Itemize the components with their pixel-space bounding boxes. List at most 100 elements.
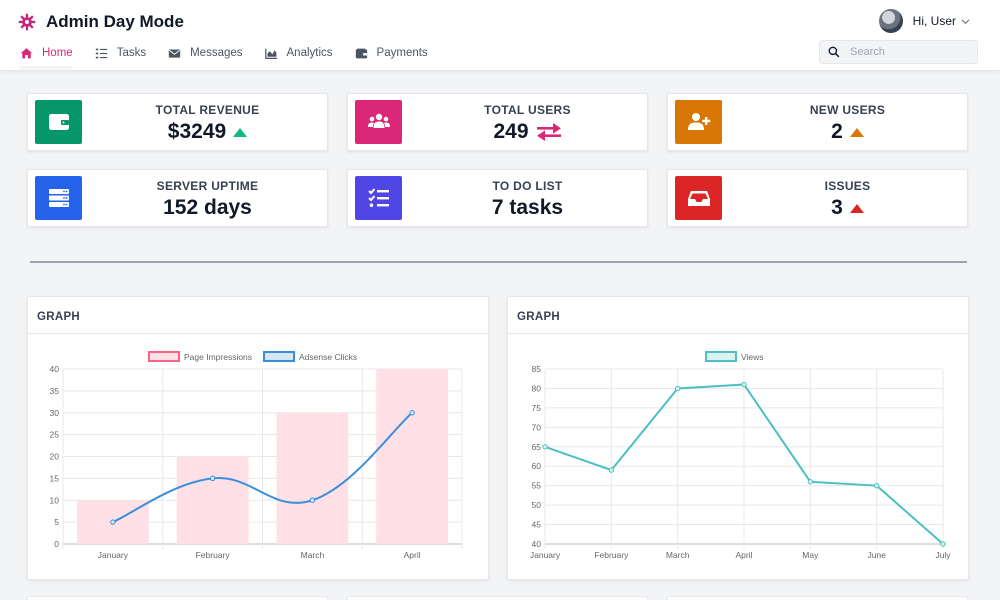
stat-icon-box (35, 176, 82, 220)
bar (376, 369, 449, 544)
stat-value-row: 7 tasks (408, 196, 647, 220)
nav-item-analytics[interactable]: Analytics (264, 43, 333, 63)
stat-value-row: 152 days (88, 196, 327, 220)
bar (276, 412, 349, 544)
data-point (674, 385, 681, 392)
caret-up-icon (849, 127, 864, 137)
x-tick-label: April (735, 550, 752, 560)
data-point (309, 497, 316, 503)
user-menu[interactable]: Hi, User (878, 9, 970, 33)
user-plus-icon (687, 113, 710, 130)
data-point (409, 410, 415, 416)
search-input[interactable] (850, 46, 970, 58)
line-chart: Views 40 45 50 55 60 65 70 75 80 85 January February… (530, 351, 951, 560)
x-tick-label: March (666, 550, 690, 560)
stat-card-issues: ISSUES 3 (667, 169, 968, 227)
x-tick-label: February (594, 550, 629, 560)
data-point (741, 381, 747, 388)
stat-value: 152 days (163, 196, 252, 219)
x-tick-label: March (301, 550, 325, 560)
nav-item-home[interactable]: Home (20, 43, 73, 63)
user-greeting: Hi, User (912, 14, 956, 28)
x-tick-label: June (867, 550, 886, 560)
y-tick-label: 10 (50, 495, 60, 505)
data-point (807, 479, 814, 485)
stat-value-row: $3249 (88, 120, 327, 144)
y-tick-label: 5 (54, 517, 59, 527)
legend-swatch (148, 351, 180, 362)
caret-up-icon (233, 127, 248, 137)
checklist-icon (367, 188, 389, 207)
graph-title: GRAPH (37, 311, 81, 323)
search-icon (828, 46, 840, 58)
stat-card-total-revenue: TOTAL REVENUE $3249 (27, 93, 328, 151)
bottom-card (347, 596, 648, 600)
y-tick-label: 85 (532, 364, 542, 374)
nav-item-tasks[interactable]: Tasks (95, 43, 146, 63)
nav-item-label: Tasks (116, 47, 147, 59)
wallet-icon (355, 48, 367, 58)
stat-value: 3 (831, 196, 843, 219)
data-point (110, 519, 116, 525)
home-icon (20, 47, 33, 58)
top-header: Admin Day Mode Hi, User Home Tasks Messa… (0, 0, 1000, 71)
y-tick-label: 50 (532, 500, 542, 510)
nav-item-messages[interactable]: Messages (168, 43, 243, 63)
x-tick-label: July (935, 550, 951, 560)
y-tick-label: 60 (532, 461, 542, 471)
nav-item-label: Analytics (286, 47, 333, 59)
stat-value-row: 2 (728, 120, 967, 144)
stat-label: TOTAL USERS (484, 103, 571, 117)
stat-label: ISSUES (824, 179, 871, 193)
nav-item-label: Home (42, 47, 73, 59)
avatar[interactable] (878, 9, 903, 33)
graph-title: GRAPH (517, 311, 561, 323)
y-tick-label: 45 (532, 520, 542, 530)
graph-header-divider (28, 333, 488, 334)
wallet-icon (48, 114, 69, 130)
y-tick-label: 20 (50, 452, 60, 462)
legend-label: Views (741, 352, 764, 362)
y-tick-label: 65 (532, 442, 542, 452)
inbox-icon (687, 191, 710, 206)
legend-label: Page Impressions (184, 352, 252, 362)
stat-value: 2 (831, 120, 843, 143)
brand[interactable]: Admin Day Mode (18, 12, 184, 32)
stat-card-total-users: TOTAL USERS 249 (347, 93, 648, 151)
stat-icon-box (675, 176, 722, 220)
chart-icon (264, 48, 277, 59)
nav-active-indicator (20, 66, 72, 69)
stat-icon-box (355, 100, 402, 144)
y-tick-label: 80 (532, 383, 542, 393)
y-tick-label: 25 (50, 430, 60, 440)
y-tick-label: 40 (532, 539, 542, 549)
data-point (873, 482, 880, 489)
y-tick-label: 30 (50, 408, 60, 418)
main-nav: Home Tasks Messages Analytics Payments (20, 43, 450, 63)
y-tick-label: 35 (50, 386, 60, 396)
stat-card-todo-list: TO DO LIST 7 tasks (347, 169, 648, 227)
y-tick-label: 15 (50, 473, 60, 483)
stat-value-row: 249 (408, 120, 647, 144)
data-point (542, 444, 548, 450)
gear-icon (18, 13, 36, 31)
legend-swatch (263, 351, 295, 362)
nav-item-label: Messages (190, 47, 243, 59)
legend-swatch (705, 351, 737, 362)
graph-card-2: GRAPH Views 40 45 50 55 60 65 70 75 80 85 January Fe… (507, 296, 969, 580)
app-title: Admin Day Mode (46, 12, 184, 31)
nav-item-payments[interactable]: Payments (355, 43, 428, 63)
x-tick-label: April (404, 550, 421, 560)
chevron-down-icon (961, 18, 970, 24)
bar (176, 456, 249, 544)
search-box[interactable] (819, 40, 978, 64)
stat-card-new-users: NEW USERS 2 (667, 93, 968, 151)
bar-line-chart: Page Impressions Adsense Clicks 0 5 10 15 20 25… (50, 351, 463, 560)
nav-item-label: Payments (376, 47, 428, 59)
stat-label: TOTAL REVENUE (155, 103, 260, 117)
graph-header-divider (508, 333, 968, 334)
stat-icon-box (675, 100, 722, 144)
envelope-icon (168, 48, 181, 58)
data-point (940, 541, 946, 547)
stat-label: TO DO LIST (492, 179, 563, 193)
